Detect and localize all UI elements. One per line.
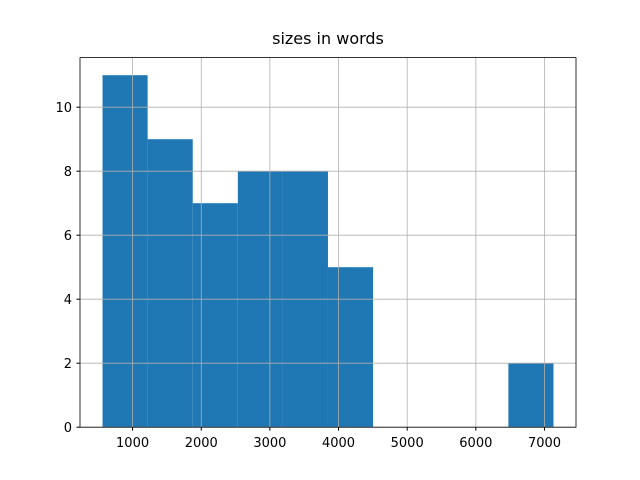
x-tick-label: 2000 [185, 436, 218, 451]
bar [327, 267, 374, 428]
bar [508, 363, 554, 428]
y-tick-label: 10 [55, 101, 72, 116]
plot-frame [79, 57, 577, 428]
bar [192, 203, 238, 428]
y-tick-label: 0 [64, 421, 72, 436]
x-tick-label: 7000 [528, 436, 561, 451]
y-tick-label: 2 [64, 357, 72, 372]
x-tick-label: 5000 [391, 436, 424, 451]
bar [147, 139, 193, 428]
chart-title: sizes in words [272, 29, 384, 48]
x-tick-label: 1000 [116, 436, 149, 451]
x-tick-label: 4000 [322, 436, 355, 451]
y-tick-label: 4 [64, 293, 72, 308]
bar [102, 75, 148, 428]
x-tick-label: 6000 [459, 436, 492, 451]
x-tick-label: 3000 [253, 436, 286, 451]
y-tick-label: 6 [64, 229, 72, 244]
y-tick-label: 8 [64, 165, 72, 180]
